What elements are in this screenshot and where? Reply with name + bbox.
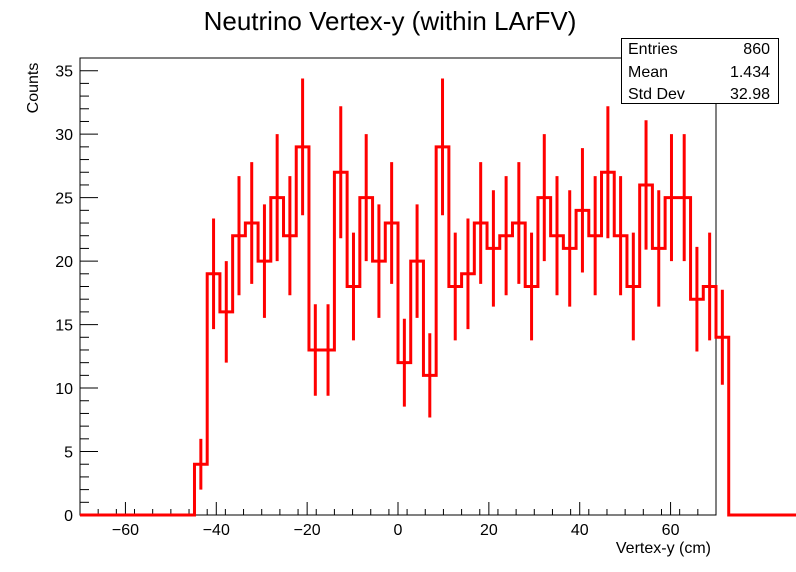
y-tick-label: 10	[55, 381, 73, 398]
stats-mean-value: 1.434	[729, 64, 770, 81]
stats-std-label: Std Dev	[628, 86, 685, 103]
stats-box: Entries 860 Mean 1.434 Std Dev 32.98	[621, 38, 779, 104]
stats-entries-value: 860	[743, 41, 770, 58]
stats-std-value: 32.98	[729, 86, 770, 103]
stats-entries-label: Entries	[628, 41, 678, 58]
x-tick-label: 20	[480, 522, 498, 539]
stats-mean-row: Mean 1.434	[628, 64, 770, 84]
x-tick-label: 40	[571, 522, 589, 539]
y-tick-label: 15	[55, 318, 73, 335]
axis-ticks: −60 −40 −20 0 20 40 60 0 5 10 15 20 25 30 35	[55, 57, 717, 539]
y-tick-label: 20	[55, 254, 73, 271]
histogram-outline	[80, 145, 796, 517]
x-tick-label: −60	[112, 522, 139, 539]
y-tick-label: 0	[64, 508, 73, 525]
y-tick-label: 35	[55, 64, 73, 81]
y-tick-label: 25	[55, 191, 73, 208]
x-tick-label: −20	[294, 522, 321, 539]
stats-mean-label: Mean	[628, 64, 669, 81]
x-axis-label: Vertex-y (cm)	[616, 540, 711, 557]
x-tick-label: −40	[203, 522, 230, 539]
chart-title: Neutrino Vertex-y (within LArFV)	[204, 6, 577, 36]
y-tick-label: 5	[64, 445, 73, 462]
x-tick-label: 60	[662, 522, 680, 539]
y-tick-label: 30	[55, 127, 73, 144]
y-axis-label: Counts	[25, 63, 42, 114]
stats-std-row: Std Dev 32.98	[628, 86, 770, 106]
stats-entries-row: Entries 860	[628, 41, 770, 61]
x-tick-label: 0	[394, 522, 403, 539]
